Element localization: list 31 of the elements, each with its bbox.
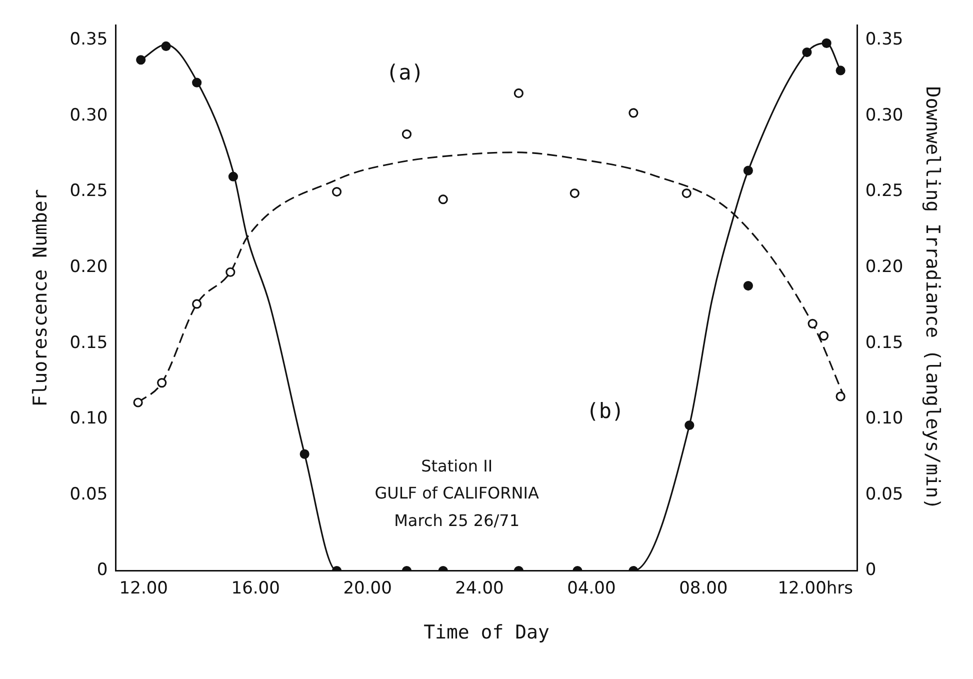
- y2-tick-label: 0.25: [865, 181, 904, 202]
- x-tick-label: 16.00: [231, 578, 280, 598]
- y-tick-label: 0.10: [70, 408, 108, 429]
- x-tick-label: 08.00: [679, 578, 728, 598]
- y2-tick-label: 0.15: [865, 332, 904, 353]
- y-tick-label: 0.05: [70, 484, 108, 504]
- y2-tick-label: 0.05: [865, 484, 904, 504]
- y-tick-label: 0: [96, 560, 108, 580]
- x-axis-title: Time of Day: [424, 622, 550, 644]
- annotation: (b): [586, 398, 624, 423]
- y2-tick-label: 0.20: [865, 257, 904, 277]
- y2-tick-label: 0: [865, 560, 876, 580]
- annotation: (a): [386, 60, 424, 85]
- y-axis-title: Fluorescence Number: [29, 189, 52, 407]
- x-tick-label: 20.00: [343, 578, 392, 598]
- annotation: GULF of CALIFORNIA: [374, 484, 539, 503]
- annotation: March 25 26/71: [394, 510, 520, 530]
- x-tick-label: 04.00: [567, 578, 616, 598]
- x-tick-label: 12.00: [119, 578, 168, 598]
- y-tick-label: 0.15: [70, 332, 108, 353]
- annotation: Station II: [421, 456, 493, 476]
- y-tick-label: 0.20: [70, 257, 108, 277]
- y2-axis-title: Downwelling Irradiance (langleys/min): [922, 86, 944, 510]
- y2-tick-label: 0.35: [865, 30, 904, 50]
- y-tick-label: 0.35: [70, 30, 108, 50]
- y-tick-label: 0.30: [70, 105, 108, 126]
- y2-tick-label: 0.30: [865, 105, 904, 126]
- x-tick-label: 12.00hrs: [778, 578, 854, 598]
- x-tick-label: 24.00: [455, 578, 504, 598]
- y2-tick-label: 0.10: [865, 408, 904, 429]
- y-tick-label: 0.25: [70, 181, 108, 202]
